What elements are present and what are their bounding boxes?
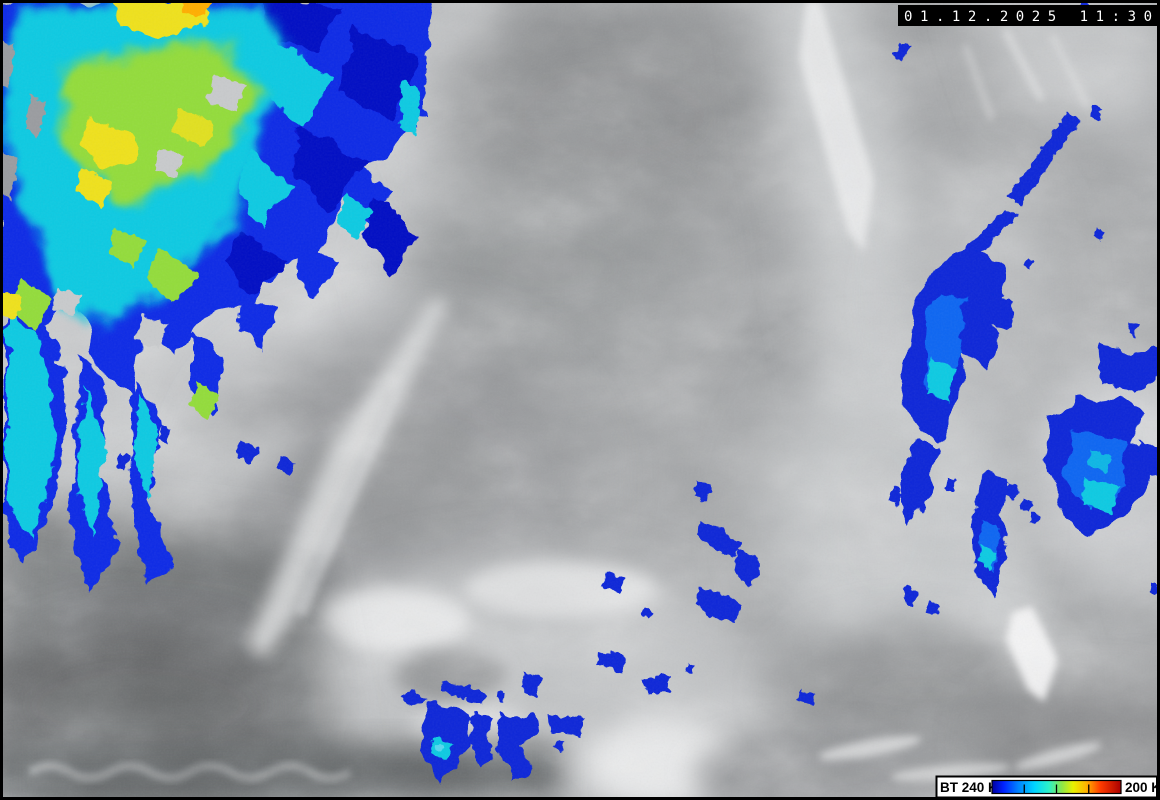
- legend-max-label: 200 K: [1125, 780, 1160, 795]
- colorbar-ticks: [1023, 784, 1090, 793]
- timestamp-overlay: 01.12.2025 11:30: [898, 5, 1160, 26]
- colorbar-legend: BT 240 K 200 K: [935, 775, 1160, 799]
- timestamp-bar: [898, 5, 1160, 26]
- legend-min-label: BT 240 K: [940, 780, 998, 795]
